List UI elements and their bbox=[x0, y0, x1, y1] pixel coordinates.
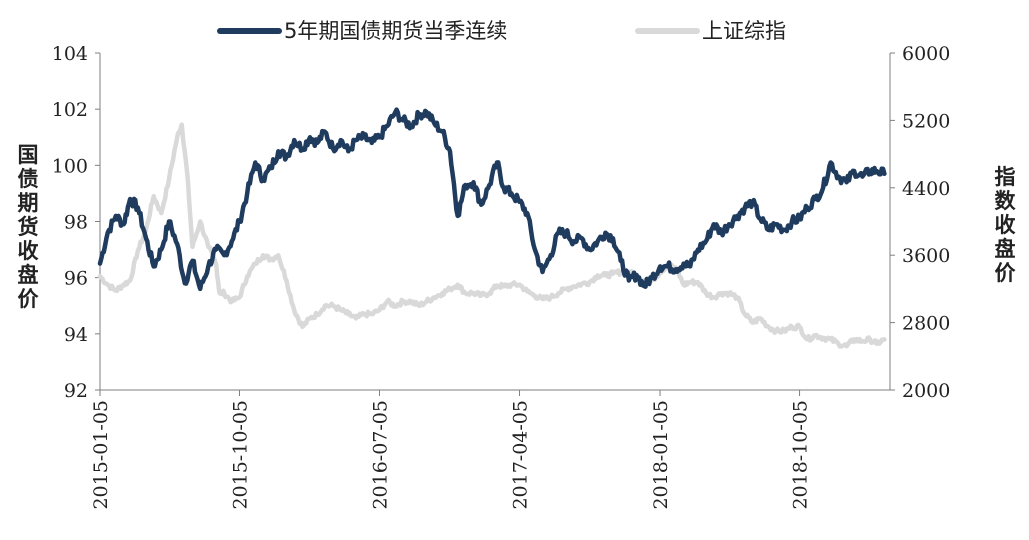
series-line-shanghai-composite bbox=[97, 122, 887, 349]
series-layer bbox=[97, 107, 887, 349]
left-tick-label: 100 bbox=[52, 155, 88, 177]
left-tick-label: 104 bbox=[52, 43, 88, 65]
left-tick-label: 102 bbox=[52, 99, 88, 121]
left-tick-label: 92 bbox=[64, 380, 88, 402]
x-tick-label: 2017-04-05 bbox=[510, 400, 532, 510]
right-tick-label: 4400 bbox=[902, 178, 950, 200]
right-axis-ticks: 2000 2800 3600 4400 5200 6000 bbox=[890, 43, 950, 402]
right-tick-label: 3600 bbox=[902, 245, 950, 267]
right-tick-label: 2000 bbox=[902, 380, 950, 402]
axes bbox=[99, 53, 891, 391]
left-axis-ticks: 92 94 96 98 100 102 104 bbox=[52, 43, 100, 402]
right-axis-title: 指数收盘价 bbox=[995, 165, 1017, 285]
right-tick-label: 5200 bbox=[902, 110, 950, 132]
x-tick-label: 2018-01-05 bbox=[650, 400, 672, 510]
axis-title-text: 指数收盘价 bbox=[995, 165, 1017, 285]
x-tick-label: 2015-10-05 bbox=[230, 400, 252, 510]
left-axis-title: 国债期货收盘价 bbox=[18, 143, 40, 311]
left-tick-label: 96 bbox=[64, 268, 88, 290]
axis-title-text: 国债期货收盘价 bbox=[18, 143, 40, 311]
right-tick-label: 6000 bbox=[902, 43, 950, 65]
left-tick-label: 94 bbox=[64, 324, 88, 346]
legend: 5年期国债期货当季连续 上证综指 bbox=[217, 19, 786, 43]
x-tick-label: 2018-10-05 bbox=[790, 400, 812, 510]
left-tick-label: 98 bbox=[64, 212, 88, 234]
x-tick-label: 2016-07-05 bbox=[370, 400, 392, 510]
series-line-5y-treasury-futures bbox=[97, 107, 887, 292]
right-tick-label: 2800 bbox=[902, 313, 950, 335]
x-tick-label: 2015-01-05 bbox=[90, 400, 112, 510]
x-axis-ticks: 2015-01-05 2015-10-05 2016-07-05 2017-04-05… bbox=[90, 390, 812, 510]
legend-label-series-0: 5年期国债期货当季连续 bbox=[284, 19, 507, 43]
legend-label-series-1: 上证综指 bbox=[702, 19, 786, 43]
